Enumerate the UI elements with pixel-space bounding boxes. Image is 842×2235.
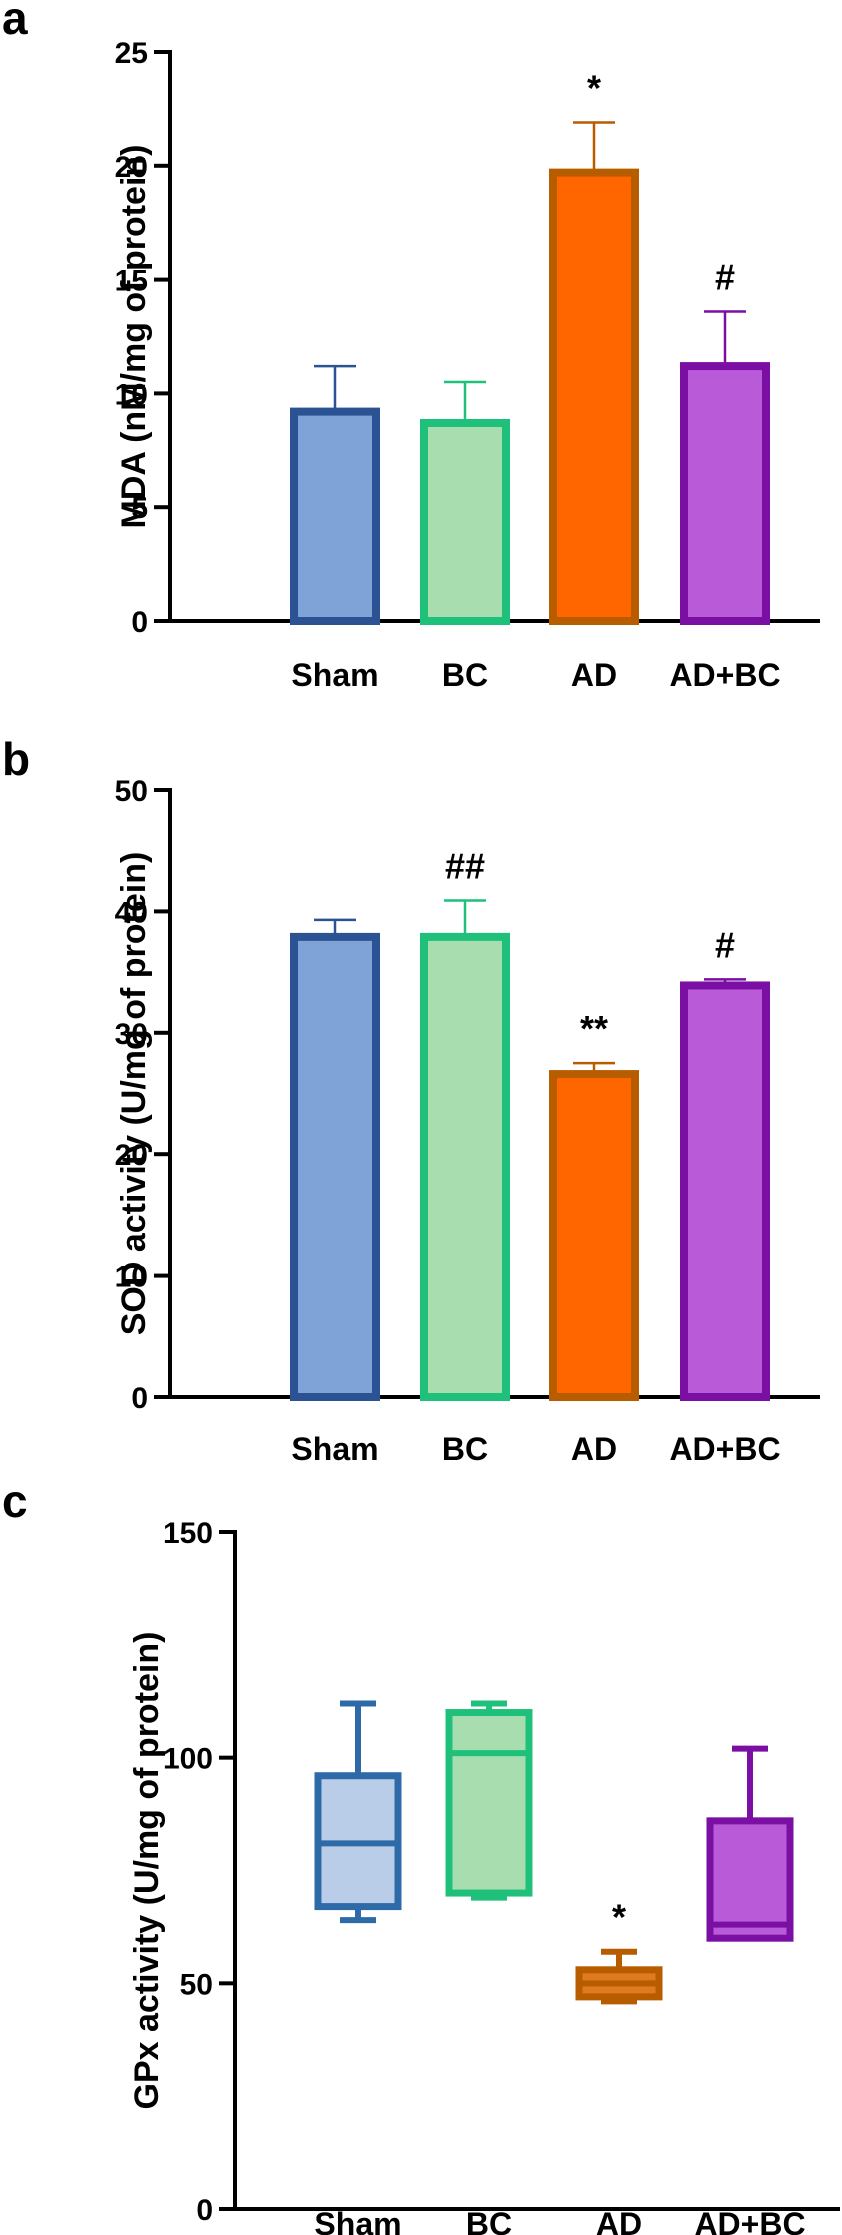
panel-c-y-axis-title: GPx activity (U/mg of protein) [128, 1632, 166, 2110]
panel-a-y-tick-label: 10 [115, 378, 148, 411]
panel-b-bar-bc [420, 932, 510, 1401]
panel-b-y-tick-label: 0 [131, 1382, 148, 1415]
panel-b-x-tick-label: AD [571, 1431, 617, 1467]
panel-a-bar-bc [420, 418, 510, 625]
panel-c-box-bc [445, 1709, 533, 1897]
panel-letter-b: b [2, 733, 30, 785]
panel-b-y-tick-label: 40 [115, 896, 148, 929]
panel-c-x-tick-label: BC [466, 2206, 512, 2235]
panel-b-bar-sham [290, 932, 380, 1401]
panel-a-bar-ad-bc [680, 362, 770, 626]
panel-b-chart: SOD activity (U/mg of protein) 0 10 20 30 40 5… [115, 775, 820, 1467]
panel-b-x-tick-label: BC [442, 1431, 488, 1467]
panel-a-x-tick-label: AD+BC [669, 657, 780, 693]
panel-a-y-axis-title: MDA (nM/mg of protein) [115, 145, 153, 529]
panel-c-chart: GPx activity (U/mg of protein) 0 50 100 150 S… [128, 1517, 840, 2235]
panel-c-y-tick-label: 0 [196, 2194, 213, 2227]
panel-a-x-tick-label: Sham [291, 657, 378, 693]
panel-c-x-tick-label: AD [596, 2206, 642, 2235]
panel-a-x-tick-label: BC [442, 657, 488, 693]
panel-b-significance-mark: ** [580, 1008, 608, 1049]
panel-a-y-tick-label: 25 [115, 37, 148, 70]
panel-a-y-tick-label: 20 [115, 151, 148, 184]
panel-letter-a: a [2, 0, 28, 44]
panel-b-x-tick-label: AD+BC [669, 1431, 780, 1467]
panel-a-y-tick-label: 5 [131, 492, 148, 525]
panel-c-box-ad-bc [706, 1817, 794, 1942]
panel-b-y-tick-label: 30 [115, 1018, 148, 1051]
panel-c-y-tick-label: 50 [180, 1968, 213, 2001]
panel-b-significance-mark: ## [445, 845, 485, 886]
panel-b-y-tick-label: 20 [115, 1139, 148, 1172]
panel-a-significance-mark: # [715, 256, 735, 297]
panel-c-y-tick-label: 100 [163, 1743, 213, 1776]
panel-a-x-tick-label: AD [571, 657, 617, 693]
panel-letter-c: c [2, 1475, 28, 1527]
panel-c-y-tick-label: 150 [163, 1517, 213, 1550]
panel-b-y-tick-label: 10 [115, 1261, 148, 1294]
panel-a-bar-ad [549, 168, 639, 626]
panel-a-y-tick-label: 0 [131, 606, 148, 639]
panel-a-significance-mark: * [587, 68, 601, 109]
panel-b-x-tick-label: Sham [291, 1431, 378, 1467]
panel-b-significance-mark: # [715, 924, 735, 965]
panel-b-bar-ad [549, 1070, 639, 1402]
panel-b-y-tick-label: 50 [115, 775, 148, 808]
panel-b-y-axis-title: SOD activity (U/mg of protein) [115, 852, 153, 1336]
panel-a-chart: MDA (nM/mg of protein) 0 5 10 15 20 25 Sham BC * A… [115, 37, 820, 693]
panel-a-y-tick-label: 15 [115, 265, 148, 298]
panel-a-bar-sham [290, 407, 380, 625]
panel-c-x-tick-label: AD+BC [694, 2206, 805, 2235]
panel-b-bar-ad-bc [680, 981, 770, 1401]
panel-c-significance-mark: * [612, 1897, 626, 1938]
panel-c-x-tick-label: Sham [314, 2206, 401, 2235]
